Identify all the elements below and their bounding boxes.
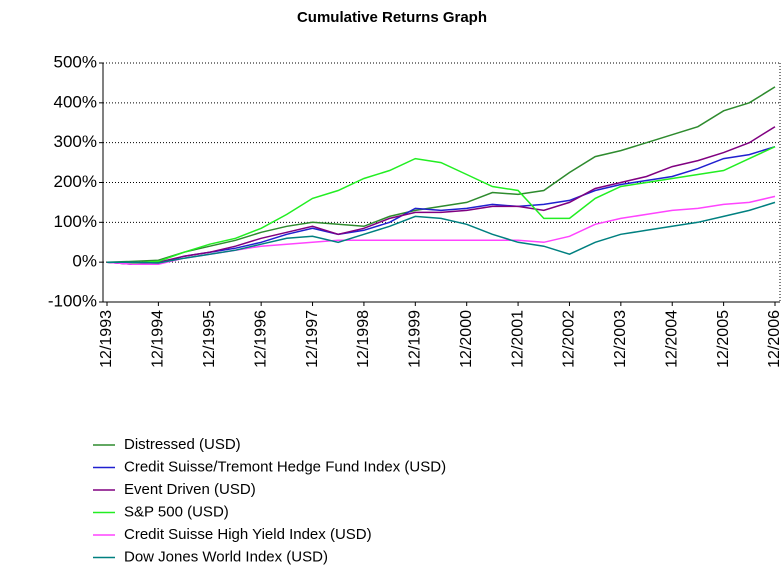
y-tick-label: 500% (54, 52, 97, 71)
x-tick-label: 12/2005 (715, 310, 732, 368)
x-tick-label: 12/1993 (98, 310, 115, 368)
x-tick-label: 12/2000 (458, 310, 475, 368)
series-line (107, 201, 776, 264)
x-tick-label: 12/2006 (766, 310, 783, 368)
x-tick-label: 12/1998 (355, 310, 372, 368)
series-line (106, 126, 776, 265)
legend-label: Credit Suisse/Tremont Hedge Fund Index (… (124, 458, 446, 475)
x-tick-label: 12/1997 (304, 310, 321, 368)
y-tick-label: 400% (54, 92, 97, 111)
x-tick-label: 12/2001 (509, 310, 526, 368)
x-tick-label: 12/1999 (407, 310, 424, 368)
x-tick-label: 12/2003 (612, 310, 629, 368)
x-tick-label: 12/1996 (252, 310, 269, 368)
x-tick-label: 12/2002 (561, 310, 578, 368)
series-line (106, 146, 776, 264)
legend-label: Distressed (USD) (124, 436, 241, 453)
y-tick-label: -100% (48, 291, 97, 310)
legend-label: Credit Suisse High Yield Index (USD) (124, 526, 372, 543)
x-tick-label: 12/2004 (663, 310, 680, 368)
y-tick-label: 0% (72, 252, 97, 271)
series-line (106, 86, 776, 263)
y-tick-label: 100% (54, 212, 97, 231)
legend-label: Event Driven (USD) (124, 481, 256, 498)
x-tick-label: 12/1994 (150, 310, 167, 368)
legend-label: S&P 500 (USD) (124, 503, 229, 520)
y-tick-label: 200% (54, 172, 97, 191)
y-tick-label: 300% (54, 132, 97, 151)
chart-title: Cumulative Returns Graph (297, 9, 487, 26)
legend-label: Dow Jones World Index (USD) (124, 548, 328, 565)
x-tick-label: 12/1995 (201, 310, 218, 368)
